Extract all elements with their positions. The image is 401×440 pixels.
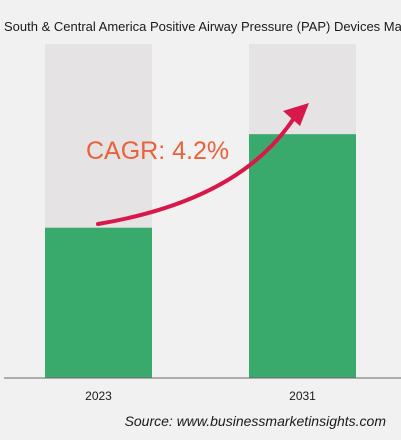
x-tick-labels: 2023 2031: [85, 389, 316, 403]
source-label: Source: www.businessmarketinsights.com: [125, 413, 387, 429]
bar-2031: [249, 134, 356, 378]
growth-arrow-head: [283, 103, 309, 126]
chart-title: South & Central America Positive Airway …: [4, 19, 401, 34]
bars-layer: [45, 44, 356, 378]
x-tick-label-2023: 2023: [85, 389, 112, 403]
bar-2023: [45, 227, 152, 378]
cagr-annotation: CAGR: 4.2%: [86, 137, 229, 165]
x-tick-label-2031: 2031: [289, 389, 316, 403]
growth-arrow: [96, 116, 296, 226]
